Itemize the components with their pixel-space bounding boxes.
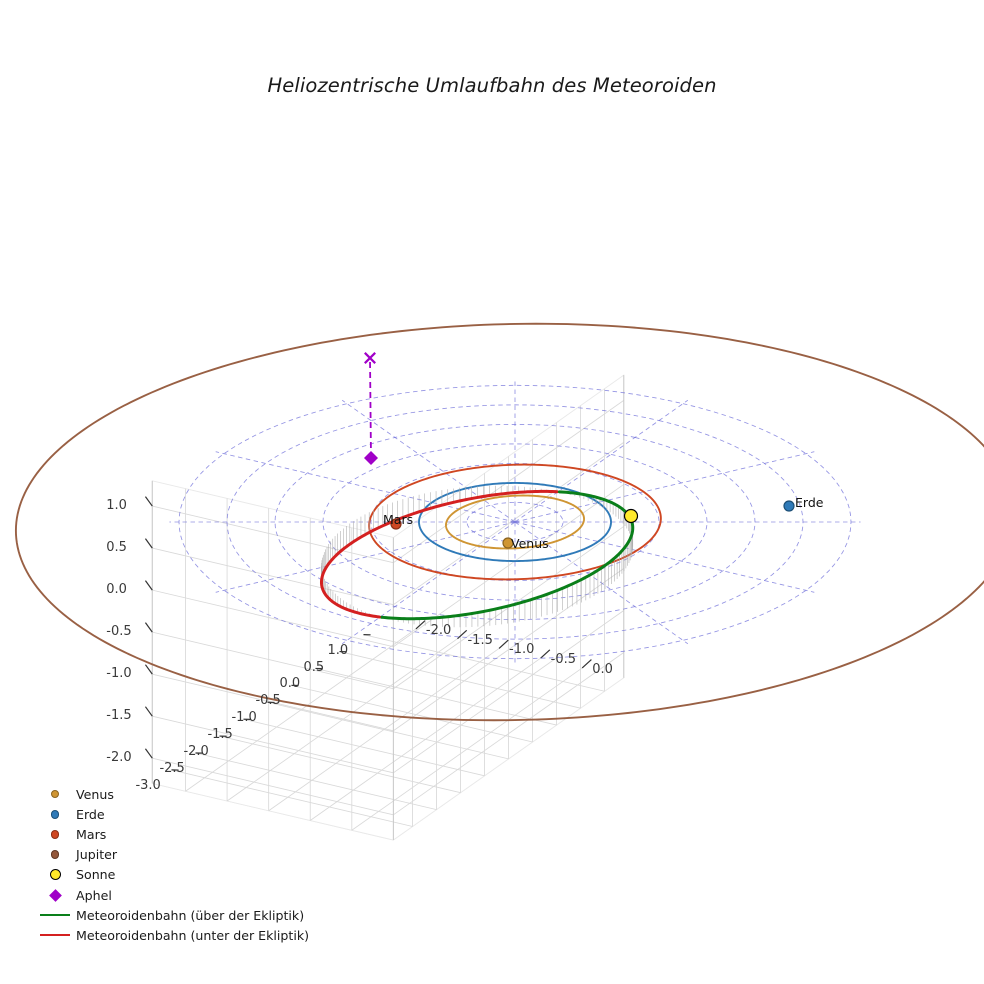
legend-label-5: Aphel [76,887,112,903]
x-tick-8: 1.0 [327,642,349,658]
legend-label-2: Mars [76,826,107,842]
meteoroid-orbit [319,489,635,621]
y-tick-2: -1.0 [509,642,535,658]
x-tick-6: 0.0 [279,676,301,692]
legend-item-4[interactable]: Sonne [34,865,334,885]
z-tick-3: -0.5 [106,624,132,640]
legend: Venus Erde Mars Jupiter Sonne Aphel Meteoroide… [34,784,334,946]
legend-item-2[interactable]: Mars [34,824,334,844]
legend-label-6: Meteoroidenbahn (über der Ekliptik) [76,907,305,923]
marker-aphel [364,451,378,465]
legend-item-7[interactable]: Meteoroidenbahn (unter der Ekliptik) [34,925,334,945]
x-tick-4: -1.0 [231,710,257,726]
marker-mars [390,518,402,530]
marker-sonne [623,508,639,524]
legend-item-5[interactable]: Aphel [34,885,334,905]
legend-label-7: Meteoroidenbahn (unter der Ekliptik) [76,927,310,943]
y-tick-1: -0.5 [550,652,576,668]
legend-line-above-ecliptic [34,914,76,917]
legend-label-3: Jupiter [76,847,118,863]
axes-panes [151,374,625,841]
z-tick-2: 0.0 [106,582,127,598]
z-tick-1: 0.5 [106,540,127,556]
planet-orbits [14,322,984,722]
z-tick-5: -1.5 [106,708,132,724]
legend-item-6[interactable]: Meteoroidenbahn (über der Ekliptik) [34,905,334,925]
x-tick-0: -3.0 [135,777,161,793]
legend-item-0[interactable]: Venus [34,784,334,804]
x-tick-7: 0.5 [303,659,325,675]
marker-erde [783,500,795,512]
body-label-venus: Venus [511,536,549,551]
legend-label-4: Sonne [76,867,116,883]
body-label-erde: Erde [795,495,824,510]
marker-venus [502,537,514,549]
marker-aphel-projection [364,352,376,364]
z-tick-6: -2.0 [106,750,132,766]
legend-marker-erde [34,810,76,819]
page-title: Heliozentrische Umlaufbahn des Meteoroid… [267,74,717,97]
x-tick-3: -1.5 [207,727,233,743]
legend-item-1[interactable]: Erde [34,804,334,824]
z-tick-0: 1.0 [106,498,127,514]
body-label-mars: Mars [383,512,414,527]
y-tick-4: -2.0 [425,622,452,638]
legend-marker-mars [34,830,76,839]
y-tick-3: -1.5 [467,632,493,648]
x-tick-5: -0.5 [255,693,281,709]
legend-marker-venus [34,789,76,799]
x-tick-2: -2.0 [183,744,209,760]
legend-marker-aphel [34,888,76,902]
markers [364,352,795,549]
legend-label-1: Erde [76,806,105,822]
legend-label-0: Venus [76,786,114,802]
legend-line-below-ecliptic [34,934,76,937]
axis-ticks [144,496,592,771]
legend-marker-jupiter [34,850,76,859]
x-tick-1: -2.5 [159,760,185,776]
y-tick-0: 0.0 [592,661,613,677]
legend-item-3[interactable]: Jupiter [34,845,334,865]
z-tick-4: -1.0 [106,666,132,682]
legend-marker-sonne [34,869,76,881]
